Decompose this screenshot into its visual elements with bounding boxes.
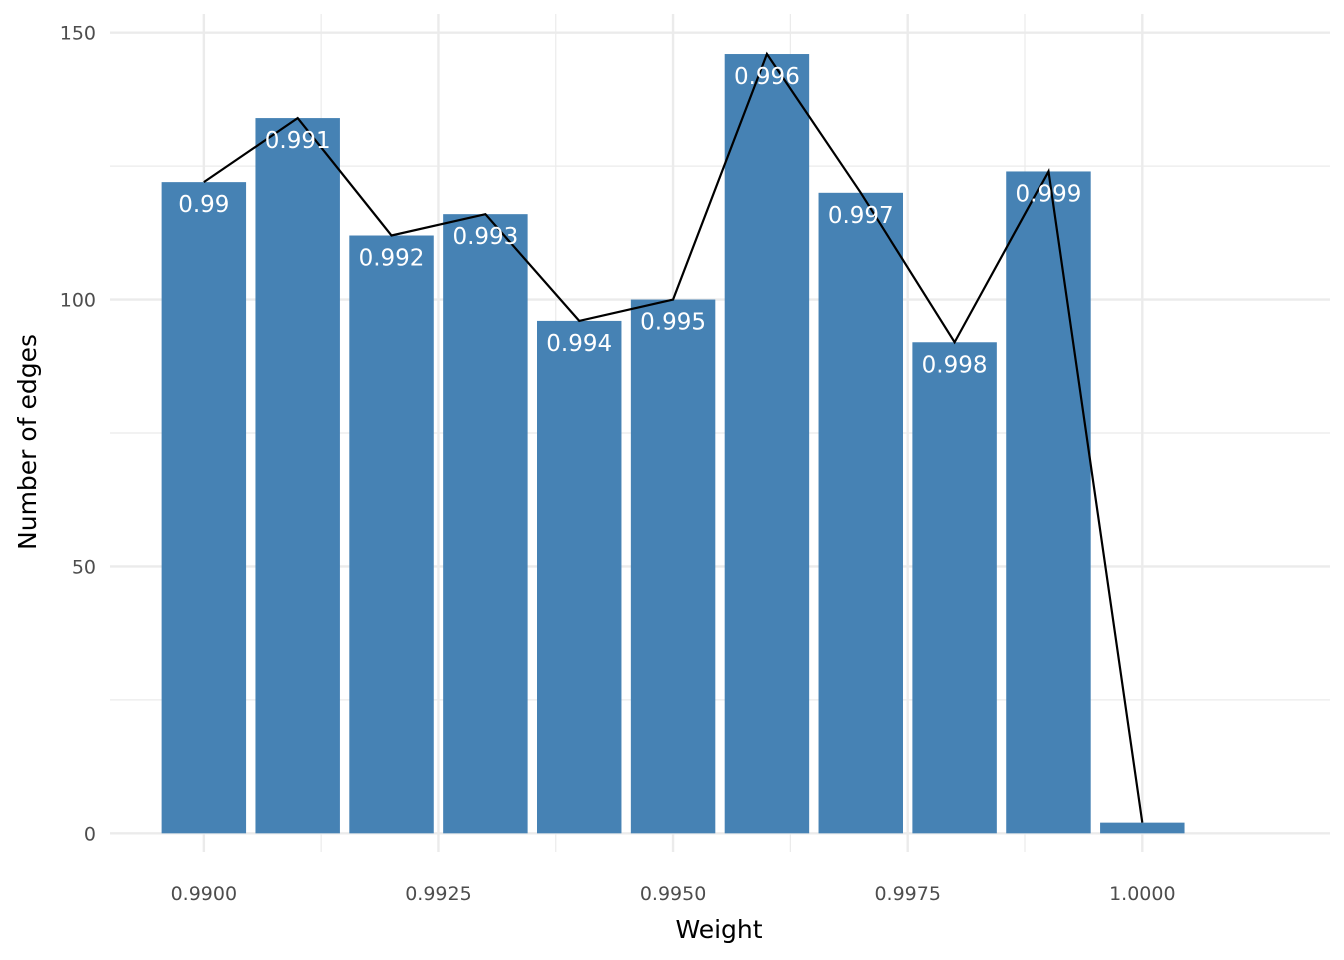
- y-tick-labels: 0 50 100 150: [60, 23, 96, 846]
- bar-label: 0.999: [1016, 181, 1082, 207]
- bar: [255, 118, 340, 834]
- y-tick-label: 150: [60, 23, 96, 45]
- bars: [161, 54, 1185, 834]
- bar-label: 0.993: [452, 224, 518, 250]
- x-tick-label: 1.0000: [1109, 883, 1175, 905]
- y-tick-label: 100: [60, 290, 96, 312]
- x-axis-title: Weight: [675, 915, 762, 944]
- overlay-polyline: [203, 51, 1144, 823]
- bar-label: 0.996: [734, 64, 800, 90]
- x-tick-label: 0.9900: [171, 883, 237, 905]
- bar: [912, 342, 997, 834]
- bar-label: 0.99: [178, 192, 229, 218]
- y-tick-label: 0: [84, 823, 96, 845]
- y-tick-label: 50: [72, 556, 96, 578]
- bar-label: 0.994: [546, 331, 612, 357]
- bar-label: 0.991: [265, 128, 331, 154]
- bar-label: 0.998: [922, 352, 988, 378]
- bar-labels: 0.99 0.991 0.992 0.993 0.994 0.995 0.996 0.997 0…: [178, 64, 1081, 378]
- y-axis-title: Number of edges: [13, 334, 42, 550]
- bar: [1100, 822, 1185, 834]
- bar-label: 0.992: [359, 246, 425, 272]
- x-tick-label: 0.9975: [874, 883, 940, 905]
- bar: [161, 182, 247, 834]
- bar-label: 0.997: [828, 203, 894, 229]
- bar-label: 0.995: [640, 310, 706, 336]
- bar: [630, 299, 716, 834]
- bar: [349, 235, 434, 834]
- bar: [724, 54, 810, 834]
- x-tick-label: 0.9950: [640, 883, 706, 905]
- x-tick-labels: 0.9900 0.9925 0.9950 0.9975 1.0000: [171, 883, 1176, 905]
- overlay-line: [203, 51, 1144, 823]
- bar: [537, 320, 622, 834]
- bar: [818, 192, 903, 834]
- bar: [1006, 171, 1091, 834]
- bar: [443, 214, 528, 834]
- x-tick-label: 0.9925: [405, 883, 471, 905]
